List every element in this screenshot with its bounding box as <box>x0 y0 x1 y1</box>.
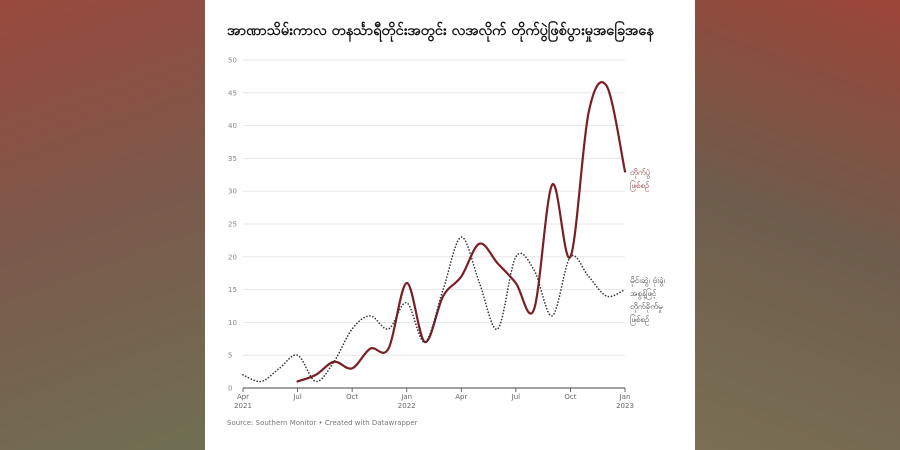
x-tick-label: Jul <box>511 393 521 401</box>
y-tick-label: 0 <box>228 385 232 393</box>
y-tick-label: 45 <box>228 89 237 97</box>
series-label: မိုင်းဆွဲ၊ ဗုံးခွဲ၊ <box>630 275 665 287</box>
x-tick-label: Apr <box>455 393 467 401</box>
y-tick-label: 15 <box>228 286 237 294</box>
x-tick-label: Jan <box>400 393 412 401</box>
series-label: ဖြစ်စဉ် <box>630 180 649 192</box>
y-tick-label: 35 <box>228 155 237 163</box>
series-label: အစွန့်ဖြင့် <box>630 288 656 300</box>
series-label: ဖြစ်စဉ် <box>630 314 649 326</box>
background-left-panel <box>0 0 205 450</box>
series-label: တိုက်ခိုက်မှု <box>630 301 663 313</box>
series-label: တိုက်ပွဲ <box>630 167 650 179</box>
x-tick-label: Oct <box>346 393 358 401</box>
background-right-panel <box>695 0 900 450</box>
y-tick-label: 30 <box>228 188 237 196</box>
y-tick-label: 25 <box>228 221 237 229</box>
x-tick-label: Jan <box>619 393 631 401</box>
x-tick-year-label: 2021 <box>234 402 252 410</box>
chart-source: Source: Southern Monitor • Created with … <box>227 419 418 427</box>
x-tick-year-label: 2023 <box>616 402 634 410</box>
y-tick-label: 50 <box>228 57 237 65</box>
series-line-clashes <box>296 81 627 383</box>
series-line-attacks <box>242 236 626 383</box>
chart-card: အာဏာသိမ်းကာလ တနင်္သာရီတိုင်းအတွင်း လအလို… <box>205 0 695 450</box>
x-tick-label: Apr <box>237 393 249 401</box>
x-tick-year-label: 2022 <box>398 402 416 410</box>
y-tick-label: 20 <box>228 253 237 261</box>
chart-title: အာဏာသိမ်းကာလ တနင်္သာရီတိုင်းအတွင်း လအလို… <box>227 23 654 39</box>
y-tick-label: 40 <box>228 122 237 130</box>
y-tick-label: 10 <box>228 319 237 327</box>
x-tick-label: Oct <box>564 393 576 401</box>
x-tick-label: Jul <box>292 393 302 401</box>
y-tick-label: 5 <box>228 352 232 360</box>
